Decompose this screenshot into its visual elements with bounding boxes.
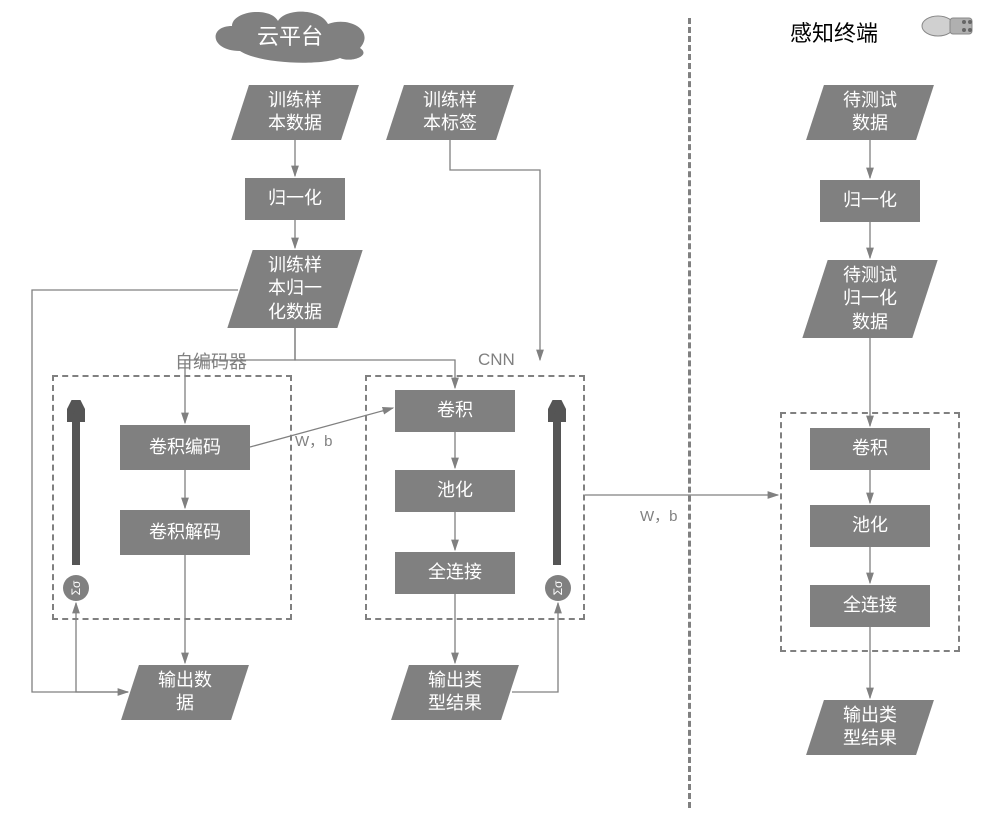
pool-right: 池化 (810, 505, 930, 547)
normalized-train-data: 训练样本归一化数据 (227, 250, 362, 328)
sigma-left: Σσ (63, 575, 89, 601)
test-data: 待测试数据 (806, 85, 934, 140)
wb-label-2: W，b (640, 505, 678, 526)
thick-arrow-cnn (548, 400, 566, 570)
normalized-test-data: 待测试归一化数据 (802, 260, 937, 338)
cloud-icon: 云平台 (200, 6, 380, 64)
cloud-label: 云平台 (257, 19, 323, 51)
sigma-cnn: Σσ (545, 575, 571, 601)
train-sample-data: 训练样本数据 (231, 85, 359, 140)
terminal-label: 感知终端 (790, 16, 878, 48)
conv-decode: 卷积解码 (120, 510, 250, 555)
fc-cnn: 全连接 (395, 552, 515, 594)
vertical-separator (688, 18, 691, 808)
train-sample-label: 训练样本标签 (386, 85, 514, 140)
thick-arrow-left (67, 400, 85, 570)
conv-cnn: 卷积 (395, 390, 515, 432)
output-data: 输出数据 (121, 665, 249, 720)
autoencoder-label: 自编码器 (175, 348, 247, 374)
wb-label-1: W，b (295, 430, 333, 451)
cnn-label: CNN (478, 350, 515, 370)
fc-right: 全连接 (810, 585, 930, 627)
output-type-left: 输出类型结果 (391, 665, 519, 720)
normalize-left: 归一化 (245, 178, 345, 220)
conv-right: 卷积 (810, 428, 930, 470)
normalize-right: 归一化 (820, 180, 920, 222)
camera-icon (920, 8, 980, 49)
conv-encode: 卷积编码 (120, 425, 250, 470)
output-type-right: 输出类型结果 (806, 700, 934, 755)
pool-cnn: 池化 (395, 470, 515, 512)
